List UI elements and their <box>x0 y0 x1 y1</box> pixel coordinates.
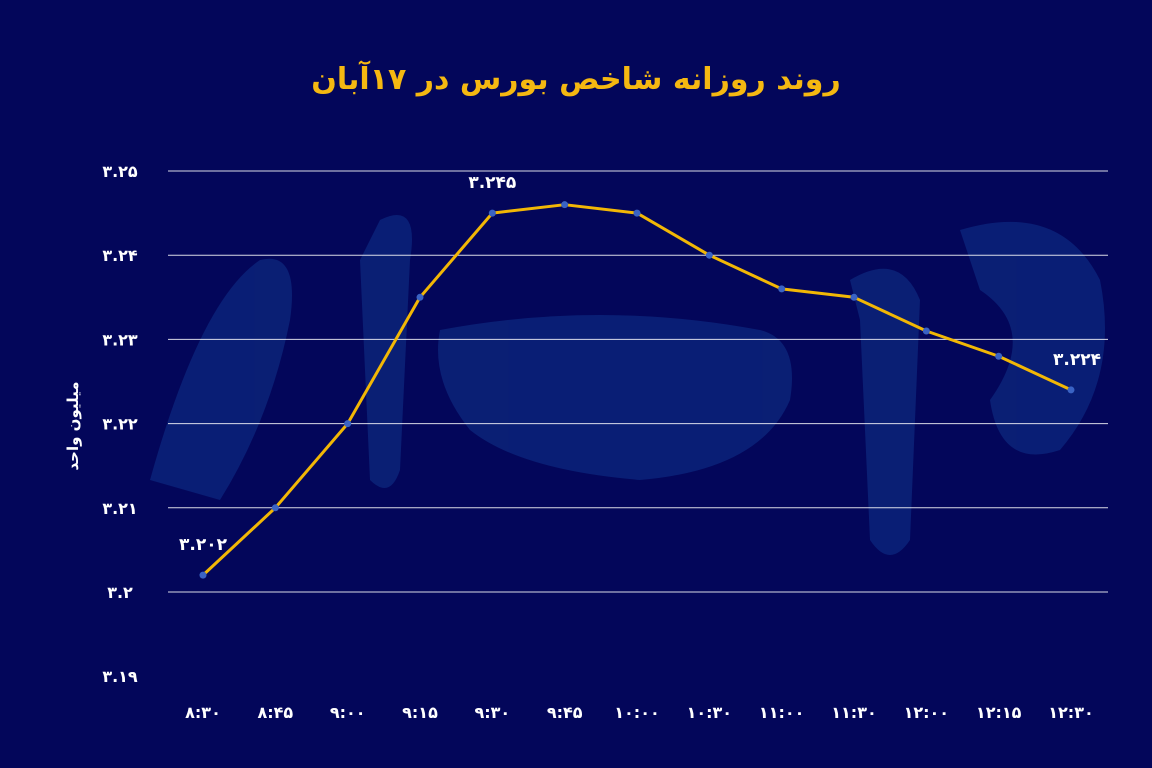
data-point <box>633 209 641 217</box>
y-tick-label: ۳.۱۹ <box>102 667 138 686</box>
data-point <box>561 201 569 209</box>
x-tick-label: ۹:۳۰ <box>474 703 510 722</box>
x-tick-label: ۸:۳۰ <box>185 703 221 722</box>
x-tick-label: ۹:۱۵ <box>402 703 438 722</box>
y-axis-label: میلیون واحد <box>64 381 82 470</box>
data-point <box>1067 386 1075 394</box>
chart-title: روند روزانه شاخص بورس در ۱۷آبان <box>311 62 841 97</box>
y-tick-label: ۳.۲۱ <box>102 499 137 518</box>
data-label: ۳.۲۰۲ <box>179 535 228 555</box>
data-point <box>344 420 352 428</box>
data-point <box>271 504 279 512</box>
data-point <box>778 285 786 293</box>
data-point <box>705 251 713 259</box>
y-tick-label: ۳.۲۵ <box>102 162 138 181</box>
data-point <box>199 571 207 579</box>
x-tick-label: ۱۲:۰۰ <box>904 703 949 722</box>
y-tick-label: ۳.۲۳ <box>102 330 138 349</box>
data-label: ۳.۲۴۵ <box>468 173 516 193</box>
x-tick-label: ۱۱:۳۰ <box>831 703 876 722</box>
data-point <box>995 352 1003 360</box>
data-point <box>416 293 424 301</box>
data-point <box>850 293 858 301</box>
x-tick-label: ۱۰:۳۰ <box>687 703 732 722</box>
x-tick-label: ۹:۰۰ <box>330 703 366 722</box>
x-tick-label: ۱۲:۳۰ <box>1048 703 1093 722</box>
x-tick-label: ۱۲:۱۵ <box>976 703 1022 722</box>
x-tick-label: ۱۱:۰۰ <box>759 703 804 722</box>
data-point <box>922 327 930 335</box>
y-tick-label: ۳.۲۴ <box>102 246 138 265</box>
watermark-logo <box>150 215 1105 555</box>
x-tick-label: ۸:۴۵ <box>257 703 293 722</box>
data-label: ۳.۲۲۴ <box>1053 350 1101 370</box>
data-point <box>488 209 496 217</box>
x-tick-label: ۹:۴۵ <box>547 703 583 722</box>
y-tick-label: ۳.۲ <box>107 583 133 602</box>
x-tick-label: ۱۰:۰۰ <box>614 703 659 722</box>
y-tick-label: ۳.۲۲ <box>102 415 138 434</box>
